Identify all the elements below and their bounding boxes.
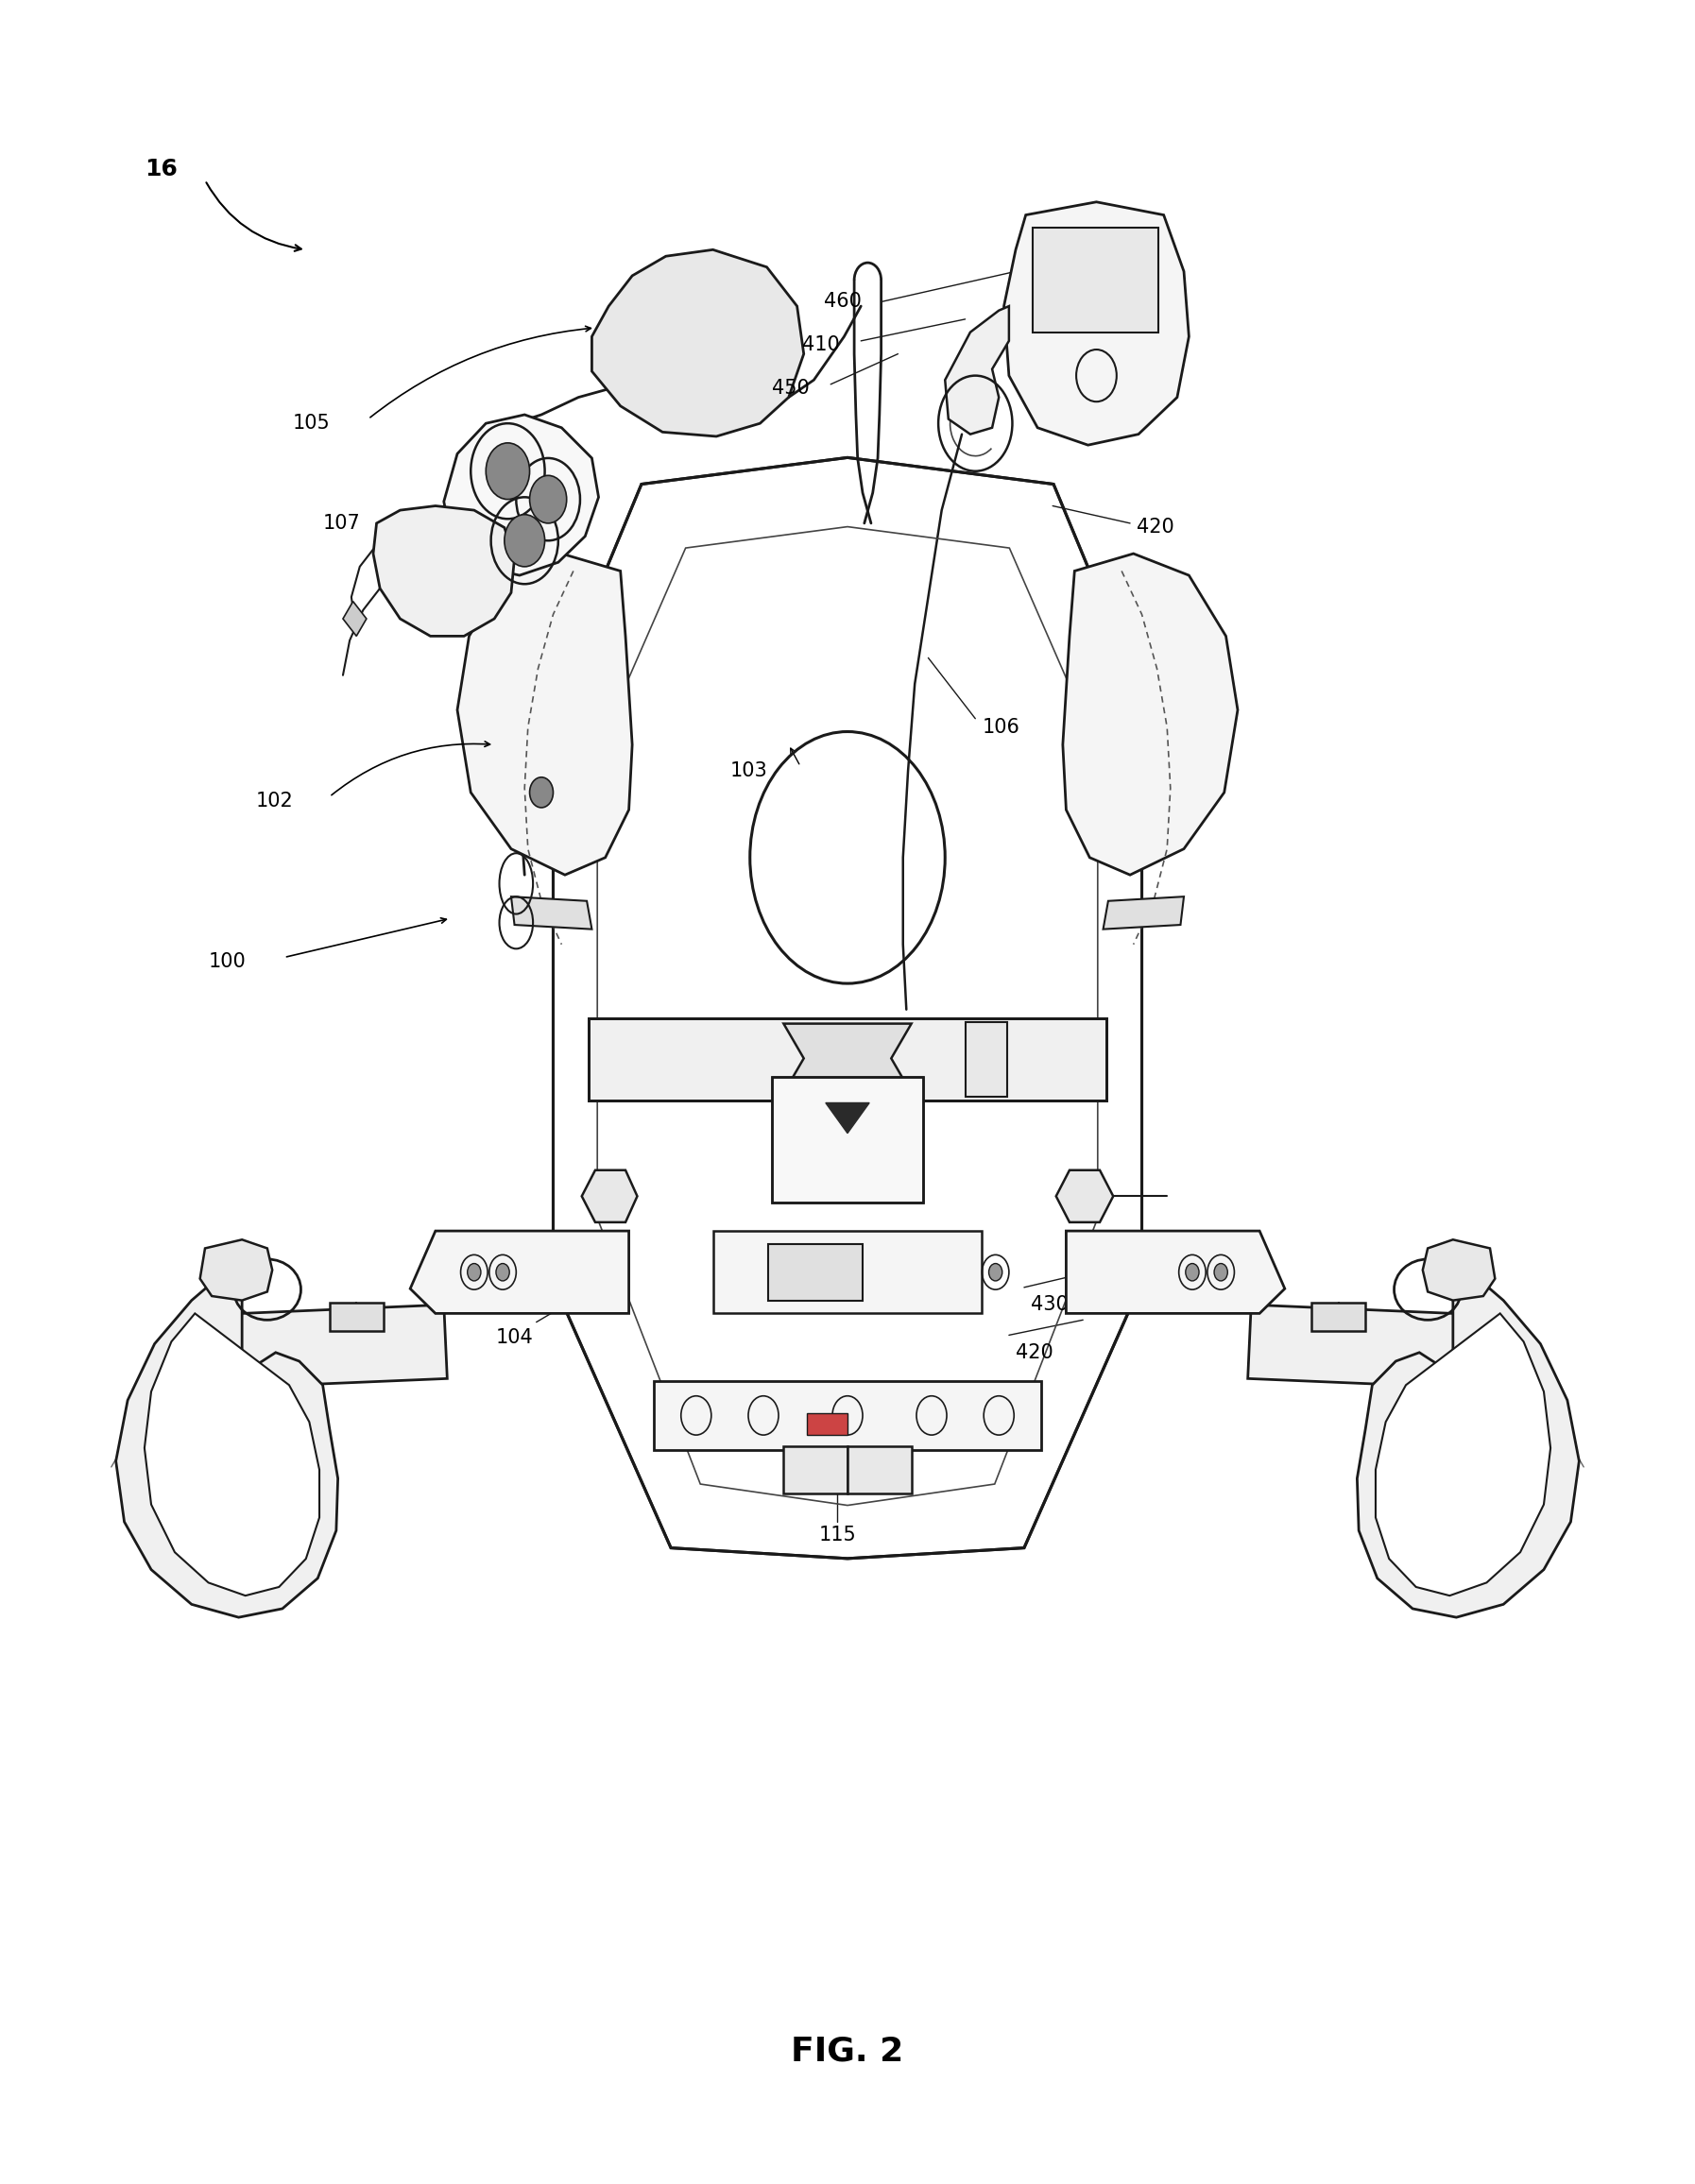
Text: 106: 106 (981, 719, 1020, 736)
Polygon shape (410, 1232, 629, 1313)
Text: 107: 107 (322, 513, 361, 533)
Polygon shape (512, 898, 592, 928)
Ellipse shape (988, 1265, 1002, 1280)
Bar (771, 1077, 924, 1203)
Bar (768, 1245, 863, 1299)
Polygon shape (342, 601, 366, 636)
Ellipse shape (1214, 1265, 1227, 1280)
Polygon shape (1103, 898, 1183, 928)
Polygon shape (592, 249, 803, 437)
Text: 104: 104 (495, 1328, 532, 1348)
Bar (848, 1446, 912, 1494)
Ellipse shape (486, 443, 529, 500)
Bar (654, 1380, 1041, 1450)
Polygon shape (144, 1313, 319, 1597)
Text: FIG. 2: FIG. 2 (792, 2035, 903, 2068)
Polygon shape (444, 415, 598, 574)
Bar (1032, 227, 1159, 332)
Text: 105: 105 (293, 415, 331, 432)
Bar (783, 1446, 848, 1494)
Ellipse shape (497, 1265, 510, 1280)
Bar (588, 1018, 1107, 1101)
Text: 420: 420 (1015, 1343, 1053, 1363)
Ellipse shape (529, 476, 566, 524)
Polygon shape (373, 507, 515, 636)
Polygon shape (1003, 201, 1188, 446)
Bar (964, 1022, 1007, 1096)
Ellipse shape (529, 778, 553, 808)
Polygon shape (946, 306, 1009, 435)
Text: 410: 410 (802, 336, 839, 354)
Polygon shape (1063, 553, 1237, 876)
Polygon shape (115, 1267, 337, 1618)
Polygon shape (219, 1304, 447, 1387)
Text: 100: 100 (208, 952, 246, 972)
Polygon shape (825, 1103, 870, 1133)
Polygon shape (553, 459, 1142, 1559)
Text: 115: 115 (819, 1524, 856, 1544)
Polygon shape (1422, 1241, 1495, 1299)
Polygon shape (581, 1171, 637, 1223)
Polygon shape (783, 1024, 912, 1092)
Polygon shape (1066, 1232, 1285, 1313)
Polygon shape (1248, 1304, 1476, 1387)
Bar (771, 1077, 924, 1203)
Text: 103: 103 (731, 762, 768, 780)
Polygon shape (1358, 1267, 1580, 1618)
Polygon shape (200, 1241, 273, 1299)
Polygon shape (714, 1232, 981, 1313)
Text: 102: 102 (256, 791, 293, 810)
Polygon shape (329, 1302, 383, 1330)
Polygon shape (458, 553, 632, 876)
Ellipse shape (468, 1265, 481, 1280)
Ellipse shape (1185, 1265, 1198, 1280)
Text: 16: 16 (144, 157, 178, 181)
Polygon shape (1376, 1313, 1551, 1597)
Text: 450: 450 (771, 380, 810, 397)
Bar (588, 1018, 1107, 1101)
Ellipse shape (505, 515, 544, 566)
Text: 460: 460 (824, 293, 861, 312)
Text: 420: 420 (1137, 518, 1175, 537)
Bar (807, 1413, 848, 1435)
Text: 430: 430 (1031, 1295, 1068, 1315)
Polygon shape (1056, 1171, 1114, 1223)
Polygon shape (1312, 1302, 1366, 1330)
